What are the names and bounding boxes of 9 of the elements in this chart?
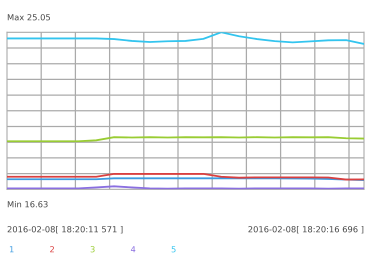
text: 2016-02-08[ 18:20:16 696 ] bbox=[248, 226, 364, 234]
text: 4 bbox=[130, 246, 136, 252]
text: 3 bbox=[90, 246, 95, 252]
text: 2 bbox=[50, 246, 54, 252]
text: Max 25.05 bbox=[8, 14, 50, 20]
text: 1 bbox=[10, 246, 14, 252]
text: Min 16.63 bbox=[8, 200, 48, 208]
text: 2016-02-08[ 18:20:11 571 ] bbox=[8, 226, 122, 234]
text: 5 bbox=[172, 246, 176, 252]
